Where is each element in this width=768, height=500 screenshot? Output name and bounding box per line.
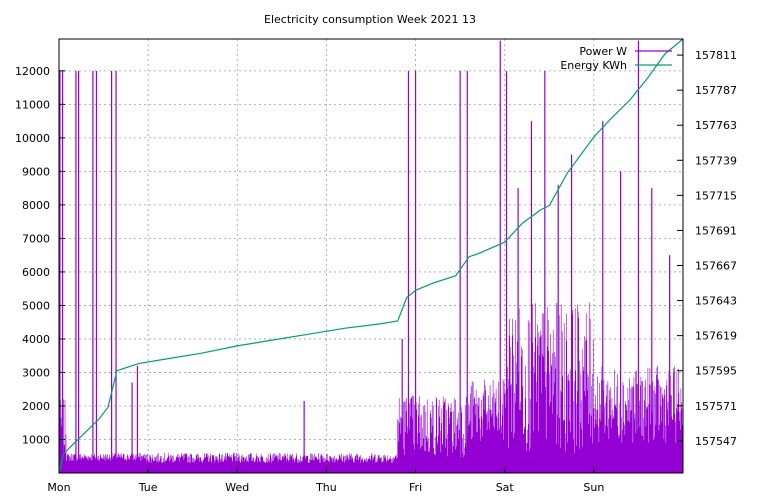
- x-tick-label: Tue: [138, 481, 158, 494]
- y-left-tick-label: 4000: [22, 333, 50, 346]
- chart-title: Electricity consumption Week 2021 13: [264, 13, 476, 26]
- y-left-tick-label: 2000: [22, 400, 50, 413]
- legend-label: Power W: [579, 45, 627, 58]
- y-right-tick-label: 157739: [695, 154, 737, 167]
- energy-line: [58, 38, 684, 474]
- y-left-tick-label: 8000: [22, 199, 50, 212]
- y-right-tick-label: 157571: [695, 400, 737, 413]
- y-right-tick-label: 157643: [695, 295, 737, 308]
- y-right-tick-label: 157787: [695, 84, 737, 97]
- x-tick-label: Sun: [583, 481, 604, 494]
- y-left-tick-label: 12000: [15, 65, 50, 78]
- y-left-tick-label: 6000: [22, 266, 50, 279]
- y-right-axis: 157547 157571 157595 157619 157643 157667 1576…: [677, 49, 737, 448]
- power-series: [58, 40, 684, 473]
- y-right-tick-label: 157667: [695, 259, 737, 272]
- y-left-tick-label: 9000: [22, 165, 50, 178]
- x-tick-label: Thu: [315, 481, 337, 494]
- x-tick-label: Sat: [496, 481, 515, 494]
- x-tick-label: Wed: [225, 481, 249, 494]
- legend-label: Energy KWh: [560, 59, 627, 72]
- y-right-tick-label: 157595: [695, 365, 737, 378]
- y-right-tick-label: 157619: [695, 330, 737, 343]
- y-right-tick-label: 157811: [695, 49, 737, 62]
- y-left-tick-label: 10000: [15, 132, 50, 145]
- y-left-tick-label: 7000: [22, 232, 50, 245]
- power-impulses: [58, 302, 684, 473]
- y-left-axis: 1000 2000 3000 4000 5000 6000 7000 8000 9000 1000…: [15, 65, 65, 446]
- y-right-tick-label: 157763: [695, 119, 737, 132]
- y-right-tick-label: 157691: [695, 224, 737, 237]
- energy-series: [58, 38, 684, 474]
- y-left-tick-label: 5000: [22, 299, 50, 312]
- y-right-tick-label: 157547: [695, 435, 737, 448]
- y-left-tick-label: 3000: [22, 366, 50, 379]
- y-left-tick-label: 11000: [15, 98, 50, 111]
- y-left-tick-label: 1000: [22, 433, 50, 446]
- x-tick-label: Mon: [47, 481, 70, 494]
- y-right-tick-label: 157715: [695, 189, 737, 202]
- x-axis: Mon Tue Wed Thu Fri Sat Sun: [47, 467, 604, 494]
- x-tick-label: Fri: [409, 481, 422, 494]
- plot-frame: [58, 38, 684, 474]
